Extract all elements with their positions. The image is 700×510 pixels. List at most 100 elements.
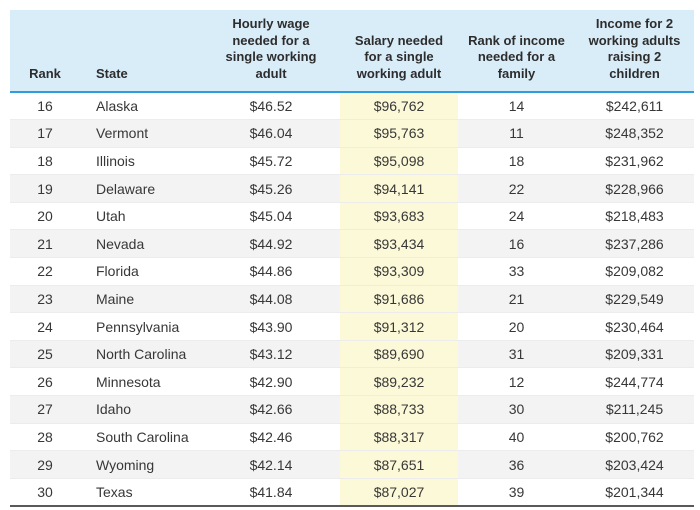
- cell-family-income: $242,611: [605, 98, 664, 115]
- cell-hourly-wage: $41.84: [202, 477, 340, 506]
- table-row: 18 Illinois $45.72 $95,098 18 $231,962: [10, 146, 694, 175]
- cell-hourly-wage: $42.90: [202, 367, 340, 396]
- cell-salary: $88,317: [340, 422, 458, 451]
- table-row: 30 Texas $41.84 $87,027 39 $201,344: [10, 477, 694, 506]
- cell-hourly-wage: $45.26: [202, 174, 340, 203]
- cell-rank: 16: [37, 98, 53, 115]
- cell-hourly-wage: $43.12: [202, 339, 340, 368]
- cell-rank: 18: [10, 146, 80, 175]
- table-row: 17 Vermont $46.04 $95,763 11 $248,352: [10, 119, 694, 148]
- cell-family-income: $228,966: [575, 174, 694, 203]
- cell-hourly-wage: $42.14: [202, 450, 340, 479]
- cell-salary: $89,690: [340, 339, 458, 368]
- col-header-salary: Salary needed for a single working adult: [340, 10, 458, 93]
- cell-state: Nevada: [80, 229, 202, 258]
- cell-rank: 29: [10, 450, 80, 479]
- table-row: 21 Nevada $44.92 $93,434 16 $237,286: [10, 229, 694, 258]
- cell-state: North Carolina: [80, 339, 202, 368]
- cell-state: Maine: [80, 284, 202, 313]
- cell-family-income-rank: 12: [458, 367, 575, 396]
- cell-family-income: $237,286: [575, 229, 694, 258]
- cell-rank: 19: [10, 174, 80, 203]
- cell-state: Utah: [80, 201, 202, 230]
- cell-family-income-rank: 39: [458, 477, 575, 506]
- cell-hourly-wage: $44.86: [202, 257, 340, 286]
- cell-rank: 30: [10, 477, 80, 506]
- cell-state: Delaware: [80, 174, 202, 203]
- cell-rank: 27: [10, 395, 80, 424]
- cell-family-income: $211,245: [575, 395, 694, 424]
- cell-family-income-rank: 31: [458, 339, 575, 368]
- cell-hourly-wage: $43.90: [202, 312, 340, 341]
- cell-family-income: $230,464: [575, 312, 694, 341]
- cell-rank: 20: [10, 201, 80, 230]
- cell-salary: $93,434: [340, 229, 458, 258]
- cell-state: Pennsylvania: [80, 312, 202, 341]
- cell-family-income: $200,762: [575, 422, 694, 451]
- cell-hourly-wage: $45.72: [202, 146, 340, 175]
- cell-salary: $87,027: [340, 477, 458, 506]
- table-row: 25 North Carolina $43.12 $89,690 31 $209,331: [10, 339, 694, 368]
- cell-hourly-wage: $42.66: [202, 395, 340, 424]
- table-body: 16 Alaska $46.52 $96,762 14 $242,611 17 Vermont…: [10, 92, 694, 506]
- cell-hourly-wage: $44.92: [202, 229, 340, 258]
- cell-hourly-wage: $45.04: [202, 201, 340, 230]
- cell-family-income: $244,774: [575, 367, 694, 396]
- table-row: 27 Idaho $42.66 $88,733 30 $211,245: [10, 395, 694, 424]
- cell-rank: 25: [10, 339, 80, 368]
- cell-family-income: $231,962: [575, 146, 694, 175]
- cell-family-income: $248,352: [575, 119, 694, 148]
- cell-family-income: $218,483: [575, 201, 694, 230]
- cell-salary: $91,312: [340, 312, 458, 341]
- table-row: 16 Alaska $46.52 $96,762 14 $242,611: [10, 92, 694, 120]
- cell-family-income: $201,344: [575, 477, 694, 506]
- cell-rank: 26: [10, 367, 80, 396]
- cell-rank: 17: [10, 119, 80, 148]
- cost-of-living-table-container: Rank State Hourly wage needed for a sing…: [10, 10, 694, 507]
- cell-family-income-rank: 16: [458, 229, 575, 258]
- cell-family-income-rank: 24: [458, 201, 575, 230]
- cell-family-income-rank: 40: [458, 422, 575, 451]
- cell-state: Vermont: [80, 119, 202, 148]
- col-header-state: State: [80, 10, 202, 93]
- table-row: 24 Pennsylvania $43.90 $91,312 20 $230,464: [10, 312, 694, 341]
- cell-state: Wyoming: [80, 450, 202, 479]
- cell-rank: 23: [10, 284, 80, 313]
- cell-salary: $94,141: [340, 174, 458, 203]
- table-row: 22 Florida $44.86 $93,309 33 $209,082: [10, 257, 694, 286]
- cell-family-income-rank: 22: [458, 174, 575, 203]
- cell-hourly-wage: $46.04: [202, 119, 340, 148]
- table-row: 26 Minnesota $42.90 $89,232 12 $244,774: [10, 367, 694, 396]
- cell-family-income-rank: 18: [458, 146, 575, 175]
- col-header-rank: Rank: [10, 10, 80, 93]
- cell-state: Idaho: [80, 395, 202, 424]
- cell-hourly-wage: $42.46: [202, 422, 340, 451]
- cell-rank: 24: [10, 312, 80, 341]
- table-row: 29 Wyoming $42.14 $87,651 36 $203,424: [10, 450, 694, 479]
- cell-family-income: $229,549: [575, 284, 694, 313]
- table-row: 19 Delaware $45.26 $94,141 22 $228,966: [10, 174, 694, 203]
- table-header: Rank State Hourly wage needed for a sing…: [10, 10, 694, 93]
- cell-family-income-rank: 21: [458, 284, 575, 313]
- cell-salary: $96,762: [340, 92, 458, 120]
- cell-hourly-wage: $46.52: [249, 98, 293, 115]
- cell-family-income: $203,424: [575, 450, 694, 479]
- col-header-hourly-wage: Hourly wage needed for a single working …: [202, 10, 340, 93]
- cell-state: Florida: [80, 257, 202, 286]
- cell-salary: $89,232: [340, 367, 458, 396]
- cell-family-income-rank: 20: [458, 312, 575, 341]
- cell-salary: $88,733: [340, 395, 458, 424]
- cell-salary: $93,309: [340, 257, 458, 286]
- cell-family-income-rank: 30: [458, 395, 575, 424]
- cell-state: Texas: [80, 477, 202, 506]
- cell-rank: 22: [10, 257, 80, 286]
- cell-family-income-rank: 33: [458, 257, 575, 286]
- table-row: 23 Maine $44.08 $91,686 21 $229,549: [10, 284, 694, 313]
- cell-salary: $87,651: [340, 450, 458, 479]
- cell-salary: $95,098: [340, 146, 458, 175]
- col-header-family-income: Income for 2 working adults raising 2 ch…: [575, 10, 694, 93]
- cell-salary: $93,683: [340, 201, 458, 230]
- header-row: Rank State Hourly wage needed for a sing…: [10, 10, 694, 93]
- cell-state: Illinois: [80, 146, 202, 175]
- cell-state: South Carolina: [80, 422, 202, 451]
